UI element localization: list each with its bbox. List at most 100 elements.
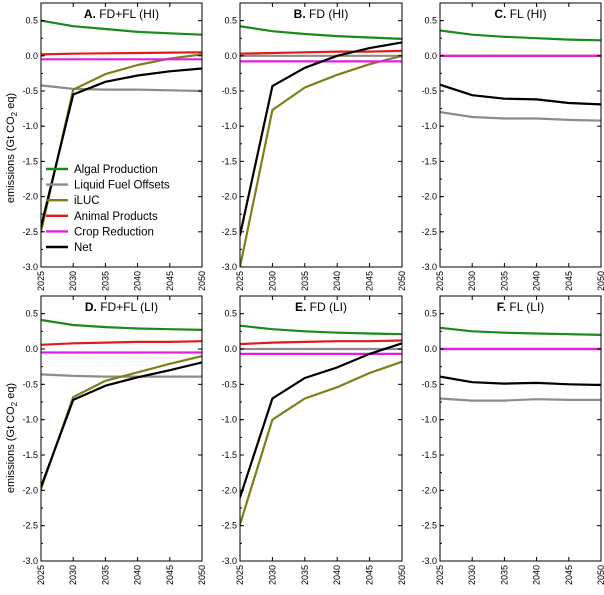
x-tick-label: 2030 [68,271,78,291]
y-tick-label: -3.0 [22,556,38,566]
x-tick-label: 2050 [197,271,207,291]
x-tick-label: 2050 [397,271,407,291]
series-line-animal [41,51,202,56]
series-group [41,19,202,233]
y-tick-label: 0.0 [424,51,437,61]
legend-label: Net [74,242,93,254]
series-line-net [41,361,202,488]
series-line-net [440,83,601,106]
y-tick-label: -0.5 [22,86,38,96]
x-tick-label: 2045 [365,565,375,585]
panel-frame [40,2,203,268]
ylabel-top-row: emissions (Gt CO2 eq) [5,93,19,203]
x-tick-label: 2030 [267,565,277,585]
x-tick-label: 2045 [564,565,574,585]
legend-item-iluc: iLUC [46,195,100,207]
y-tick-label: -3.0 [221,262,237,272]
y-tick-label: -3.0 [421,262,437,272]
panel-title-text: FD+FL (HI) [99,7,159,21]
legend-item-liquid: Liquid Fuel Offsets [46,180,170,192]
panel-title-text: FL (LI) [509,300,544,314]
y-tick-label: -2.0 [221,192,237,202]
series-line-liquid [440,397,601,402]
legend-label: iLUC [74,195,100,207]
y-tick-label: 0.5 [224,16,237,26]
x-tick-label: 2045 [165,271,175,291]
panel-letter: B. [294,7,309,21]
panel-letter: F. [497,300,510,314]
y-tick-label: 0.0 [25,344,38,354]
x-tick-label: 2045 [365,271,375,291]
series-line-algal [440,326,601,336]
panel-frame [439,2,602,268]
panel-title: B. FD (HI) [294,7,349,21]
y-tick-label: -1.0 [22,121,38,131]
y-tick-label: -0.5 [421,379,437,389]
x-tick-label: 2050 [397,565,407,585]
x-tick-label: 2040 [532,271,542,291]
legend-label: Liquid Fuel Offsets [74,180,170,192]
panel-title: E. FD (LI) [295,300,347,314]
y-tick-label: 0.5 [25,309,38,319]
panel-letter: C. [494,7,509,21]
x-tick-label: 2035 [499,565,509,585]
x-tick-label: 2035 [300,565,310,585]
x-tick-label: 2035 [300,271,310,291]
panel-frame [439,295,602,562]
y-tick-label: -1.5 [22,156,38,166]
panel-title: D. FD+FL (LI) [85,300,158,314]
legend-label: Animal Products [74,211,158,223]
panel-title: F. FL (LI) [497,300,545,314]
series-line-animal [41,340,202,346]
y-tick-label: -2.5 [22,521,38,531]
legend-item-animal: Animal Products [46,211,158,223]
x-tick-label: 2045 [564,271,574,291]
y-tick-label: -3.0 [221,556,237,566]
panel-title-text: FL (HI) [510,7,547,21]
panel-frame [40,295,203,562]
series-line-net [440,375,601,387]
series-line-algal [41,19,202,36]
y-tick-label: -0.5 [421,86,437,96]
x-tick-label: 2030 [467,565,477,585]
panel-letter: E. [295,300,310,314]
series-line-animal [240,49,402,55]
y-tick-label: -2.5 [22,227,38,237]
x-tick-label: 2025 [36,271,46,291]
y-tick-label: -1.5 [421,450,437,460]
y-tick-label: -3.0 [421,556,437,566]
y-tick-label: -1.0 [421,121,437,131]
x-tick-label: 2040 [332,271,342,291]
x-tick-label: 2040 [532,565,542,585]
x-tick-label: 2025 [36,565,46,585]
x-tick-label: 2045 [165,565,175,585]
x-tick-label: 2035 [100,565,110,585]
y-tick-label: -1.5 [221,156,237,166]
y-tick-label: -1.5 [22,450,38,460]
x-tick-label: 2035 [499,271,509,291]
y-tick-label: -1.0 [421,415,437,425]
series-line-liquid [440,110,601,122]
series-line-liquid [41,84,202,93]
y-tick-label: -0.5 [221,379,237,389]
series-line-iluc [240,360,402,526]
legend-label: Crop Reduction [74,226,154,238]
legend-label: Algal Production [74,164,158,176]
y-tick-label: -3.0 [22,262,38,272]
panel-title-text: FD (HI) [309,7,348,21]
series-line-algal [41,318,202,331]
y-tick-label: 0.5 [25,16,38,26]
x-tick-label: 2040 [133,271,143,291]
y-tick-label: 0.5 [224,309,237,319]
x-tick-label: 2025 [235,565,245,585]
y-tick-label: 0.0 [224,344,237,354]
series-line-algal [240,25,402,41]
series-group [41,318,202,490]
legend-item-crop: Crop Reduction [46,226,154,238]
x-tick-label: 2030 [68,565,78,585]
y-tick-label: 0.5 [424,16,437,26]
